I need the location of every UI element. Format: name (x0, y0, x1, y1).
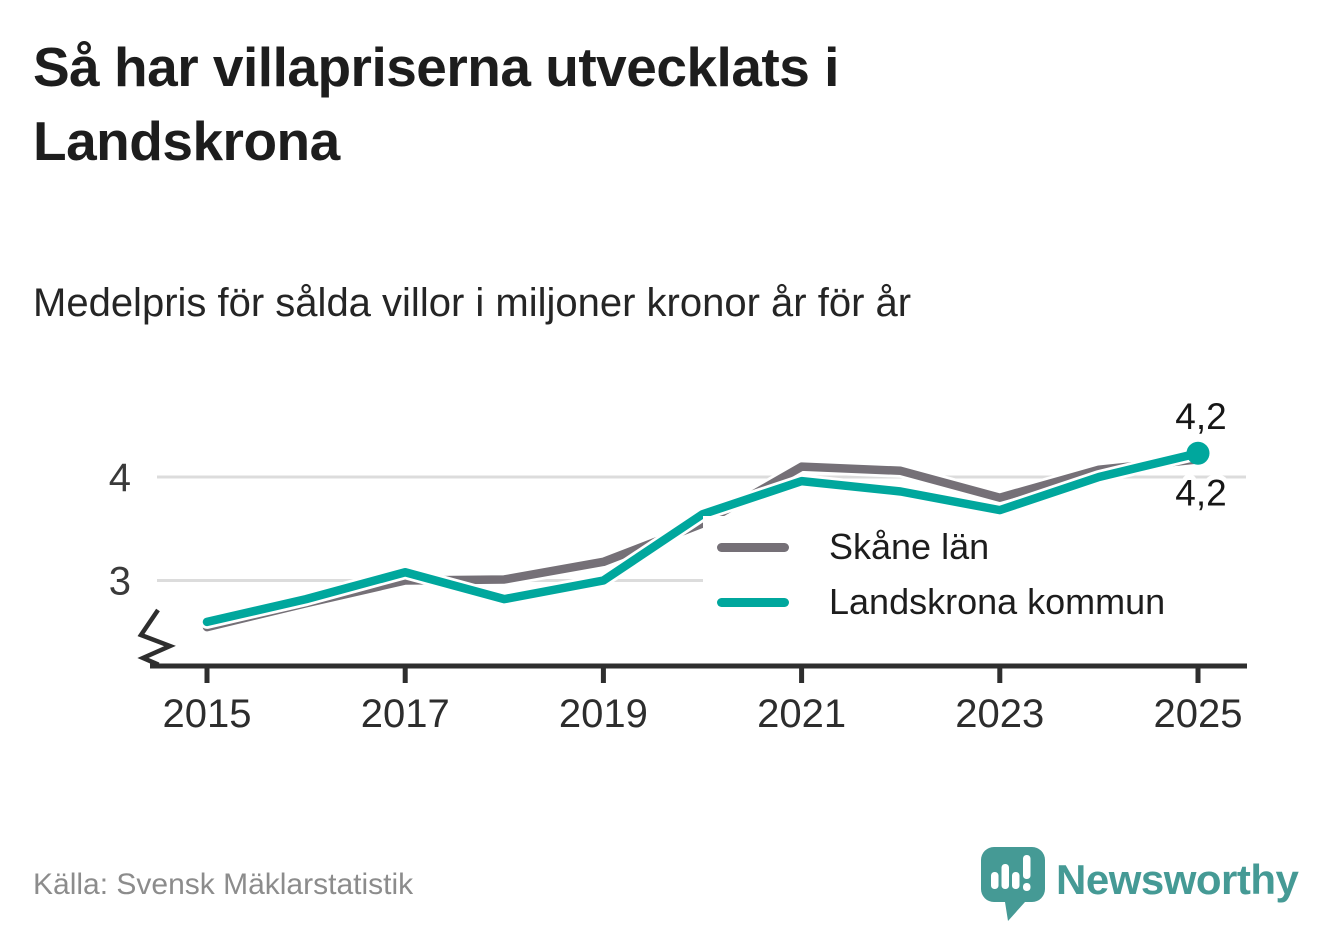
legend-label-skane-lan: Skåne län (829, 526, 990, 567)
legend-label-landskrona-kommun: Landskrona kommun (829, 581, 1166, 622)
chart-legend: Skåne län Landskrona kommun (703, 516, 1261, 635)
legend-item-landskrona-kommun: Landskrona kommun (717, 579, 1165, 625)
legend-swatch-skane-lan (717, 542, 789, 552)
series-line-1 (202, 448, 1203, 627)
x-axis-label-2023: 2023 (955, 692, 1044, 736)
newsworthy-logo: Newsworthy (978, 845, 1299, 923)
y-axis-tick-3: 3 (109, 560, 131, 604)
newsworthy-wordmark: Newsworthy (1056, 856, 1299, 903)
x-axis-label-2021: 2021 (757, 692, 846, 736)
x-axis-label-2015: 2015 (163, 692, 252, 736)
x-axis-label-2017: 2017 (361, 692, 450, 736)
source-note: Källa: Svensk Mäklarstatistik (33, 868, 414, 901)
x-axis-label-2025: 2025 (1154, 692, 1243, 736)
y-axis-tick-4: 4 (109, 456, 131, 500)
y-axis-break-icon (137, 608, 176, 668)
x-axis-label-2019: 2019 (559, 692, 648, 736)
legend-swatch-landskrona-kommun (717, 597, 789, 607)
page-title: Så har villapriserna utvecklats i Landsk… (33, 36, 839, 172)
series-end-label-1: 4,2 (1175, 396, 1226, 437)
series-end-marker-1 (1186, 441, 1210, 465)
newsworthy-bubble-chart-icon (981, 847, 1045, 921)
legend-item-skane-lan: Skåne län (717, 524, 1165, 570)
chart-subtitle: Medelpris för sålda villor i miljoner kr… (33, 281, 912, 325)
series-end-label-0: 4,2 (1175, 472, 1226, 513)
